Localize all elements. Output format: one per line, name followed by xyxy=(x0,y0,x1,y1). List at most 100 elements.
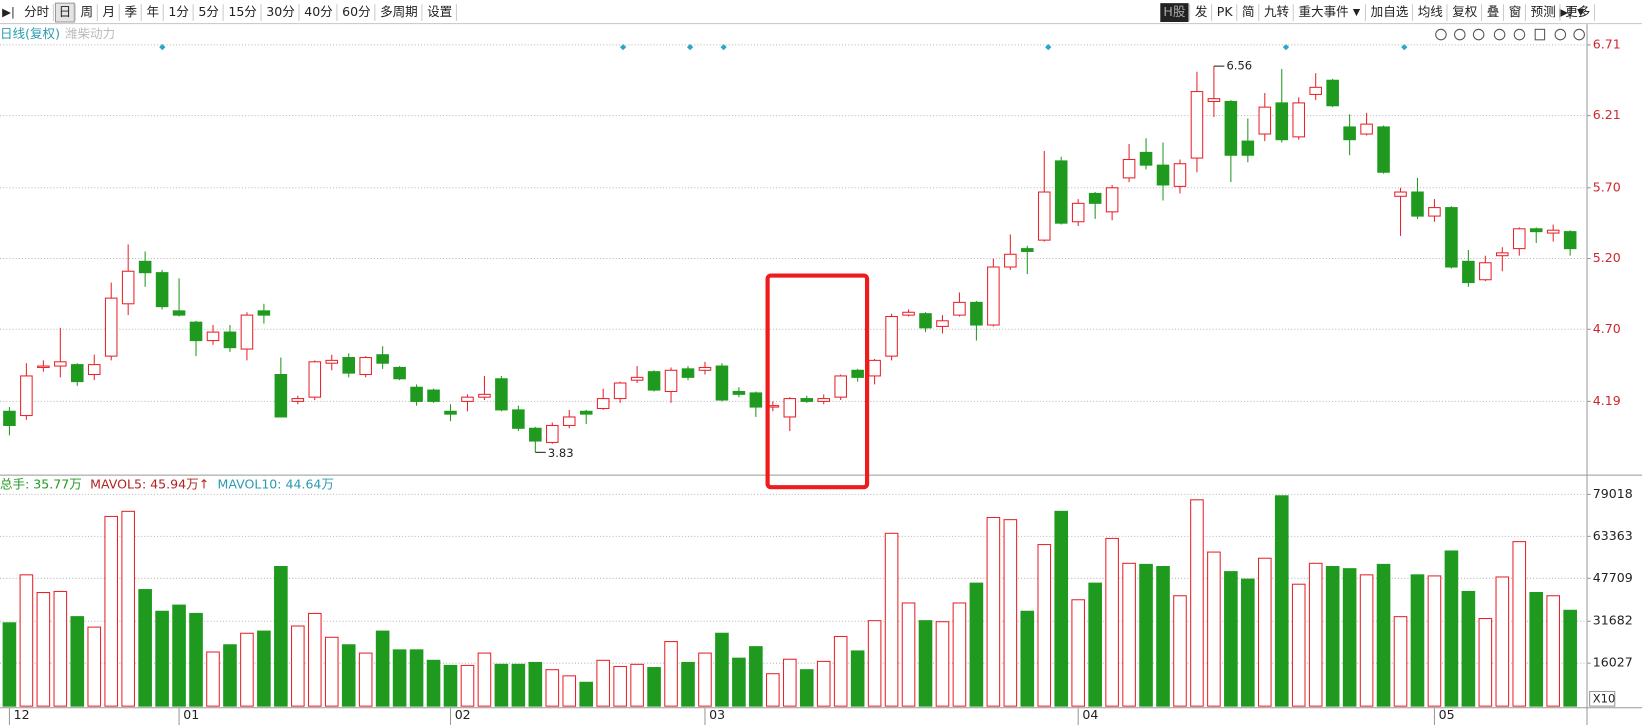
toolbar-button[interactable]: 40分 xyxy=(304,4,333,19)
toolbar-dropdown[interactable]: ▼ xyxy=(1577,7,1585,18)
icon[interactable] xyxy=(1472,28,1485,41)
unit-box xyxy=(1589,690,1616,707)
toolbar-button[interactable]: 窗 xyxy=(1509,4,1522,19)
event-marker[interactable] xyxy=(1045,44,1052,51)
icon[interactable] xyxy=(1493,28,1506,41)
volume-bar xyxy=(766,673,780,707)
volume-bar xyxy=(1037,544,1052,707)
y-tick-label: 47709 xyxy=(1593,570,1633,585)
volume-bar xyxy=(223,644,237,707)
candle-body xyxy=(291,398,305,402)
volume-unit: X10 xyxy=(1593,691,1616,705)
toolbar-button[interactable]: 重大事件 xyxy=(1299,4,1349,19)
volume-bar xyxy=(1376,563,1391,707)
toolbar-button[interactable]: 15分 xyxy=(228,4,257,19)
event-marker[interactable] xyxy=(1282,44,1290,51)
toolbar-button[interactable]: 预测 xyxy=(1531,4,1556,19)
toolbar-button[interactable]: 30分 xyxy=(266,4,295,19)
toolbar-button[interactable]: 分时 xyxy=(24,4,50,19)
toolbar-button[interactable]: 九转 xyxy=(1264,4,1290,19)
toolbar-button[interactable]: 年 xyxy=(146,4,159,19)
volume-bar xyxy=(172,604,186,707)
candle-body xyxy=(1275,102,1289,141)
candle-body xyxy=(732,390,746,395)
candle-body xyxy=(172,310,186,316)
candle-body xyxy=(257,310,271,316)
x-tick-label: 04 xyxy=(1082,707,1098,722)
volume-bar xyxy=(1342,568,1357,707)
header-icons[interactable] xyxy=(1435,28,1585,41)
volume-bar xyxy=(1393,616,1408,707)
volume-bar xyxy=(782,658,797,707)
icon[interactable] xyxy=(1554,28,1567,41)
candle-body xyxy=(546,424,559,443)
toolbar-button[interactable]: 周 xyxy=(81,4,94,19)
icon[interactable] xyxy=(1573,28,1585,41)
icon[interactable] xyxy=(1513,28,1526,41)
candle-body xyxy=(936,320,949,327)
toolbar-button[interactable]: 5分 xyxy=(198,4,219,19)
icon[interactable] xyxy=(1534,28,1546,41)
toolbar-button[interactable]: 多周期 xyxy=(380,4,418,19)
event-marker[interactable] xyxy=(720,44,727,51)
volume-bar xyxy=(918,620,933,707)
volume-bar xyxy=(1274,495,1289,707)
toolbar-button[interactable]: 设置 xyxy=(427,4,452,19)
event-marker[interactable] xyxy=(159,44,166,51)
y-tick-label: 5.20 xyxy=(1593,250,1621,265)
toolbar-button[interactable]: 月 xyxy=(103,4,116,19)
toolbar-icon[interactable]: ▶| xyxy=(2,5,15,20)
toolbar-button[interactable]: PK xyxy=(1217,4,1234,19)
toolbar-button[interactable]: 叠 xyxy=(1487,4,1500,19)
event-marker[interactable] xyxy=(686,44,694,51)
toolbar-button[interactable]: 加自选 xyxy=(1371,4,1409,19)
candle-body xyxy=(87,364,101,376)
volume-bar xyxy=(341,644,356,707)
volume-bar xyxy=(1122,562,1136,707)
candle-body xyxy=(868,359,881,377)
toolbar-selected xyxy=(54,2,75,23)
toolbar-icon[interactable]: ▶| xyxy=(1559,5,1572,20)
volume-bar xyxy=(528,661,543,707)
toolbar-button[interactable]: 复权 xyxy=(1452,4,1478,19)
candle-body xyxy=(1258,106,1272,135)
volume-bar xyxy=(2,622,17,707)
volume-bar xyxy=(1020,610,1035,707)
event-marker[interactable] xyxy=(619,44,627,51)
toolbar-button[interactable]: 日 xyxy=(59,4,72,19)
toolbar-button[interactable]: 1分 xyxy=(168,4,189,19)
candle-body xyxy=(647,371,661,391)
volume-bar xyxy=(494,663,509,707)
candle-body xyxy=(1054,160,1068,224)
candle-body xyxy=(1224,100,1238,156)
candle-body xyxy=(579,410,593,415)
y-tick-label: 79018 xyxy=(1593,486,1633,501)
toolbar-button[interactable]: 60分 xyxy=(342,4,371,19)
candle-body xyxy=(155,272,169,308)
toolbar-button[interactable]: 均线 xyxy=(1418,4,1444,19)
candle-body xyxy=(987,266,1000,326)
volume-bar xyxy=(647,667,661,707)
toolbar-button[interactable]: 更多 xyxy=(1565,4,1590,19)
toolbar-dropdown[interactable]: ▼ xyxy=(1353,7,1361,18)
volume-bar xyxy=(138,589,152,707)
icon[interactable] xyxy=(1454,28,1466,41)
candle-body xyxy=(189,321,203,342)
toolbar-button[interactable]: 简 xyxy=(1242,4,1255,19)
volume-bar xyxy=(596,659,610,707)
candle-body xyxy=(1360,123,1373,135)
event-marker[interactable] xyxy=(1401,44,1408,51)
icon[interactable] xyxy=(1435,28,1447,41)
toolbar-button[interactable]: 发 xyxy=(1195,4,1208,19)
volume-bar xyxy=(1308,562,1323,707)
volume-bar xyxy=(884,532,899,707)
event-markers[interactable] xyxy=(159,44,1408,51)
y-tick-label: 6.21 xyxy=(1593,107,1621,122)
candle-body xyxy=(1411,191,1424,217)
volume-bar xyxy=(1291,583,1306,707)
toolbar-button[interactable]: 季 xyxy=(125,4,138,19)
candle-body xyxy=(1105,187,1119,213)
toolbar-button[interactable]: H股 xyxy=(1163,4,1185,19)
volume-bar xyxy=(1105,537,1119,707)
volume-bar xyxy=(715,632,729,707)
